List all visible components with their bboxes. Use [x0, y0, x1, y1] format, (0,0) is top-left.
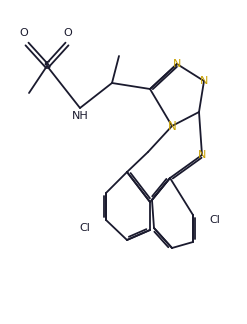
Text: O: O	[20, 28, 28, 38]
Text: S: S	[43, 61, 51, 71]
Text: O: O	[64, 28, 72, 38]
Text: N: N	[200, 76, 208, 86]
Text: NH: NH	[72, 111, 88, 121]
Text: Cl: Cl	[209, 215, 220, 225]
Text: N: N	[198, 150, 206, 160]
Text: Cl: Cl	[80, 223, 90, 233]
Text: N: N	[173, 59, 181, 69]
Text: N: N	[168, 120, 176, 133]
